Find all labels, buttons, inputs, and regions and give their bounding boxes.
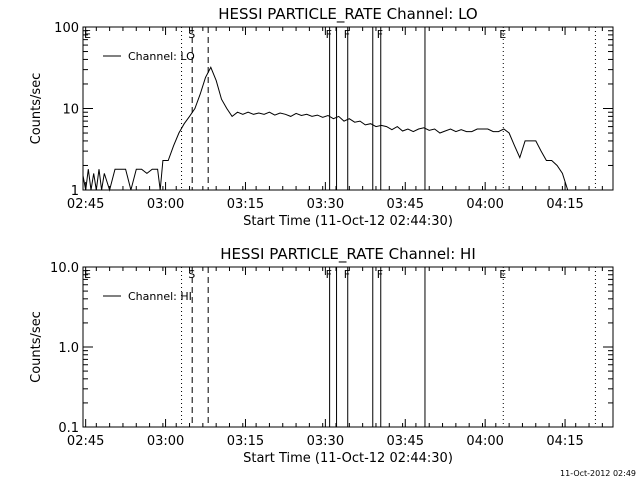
x-tick-label-1-2: 03:15 xyxy=(227,434,264,449)
event-flag-1-1: S xyxy=(188,268,195,281)
x-tick-label-1-6: 04:15 xyxy=(546,434,583,449)
event-flag-0-9: E xyxy=(499,28,506,41)
x-tick-label-1-5: 04:00 xyxy=(466,434,503,449)
event-flag-1-7: F xyxy=(377,268,383,281)
event-flag-1-3: F xyxy=(326,268,332,281)
y-tick-label-1-2: 10.0 xyxy=(50,261,79,276)
event-flag-0-1: S xyxy=(188,28,195,41)
event-flag-0-5: F xyxy=(344,28,350,41)
legend-label-1-0: Channel: HI xyxy=(128,290,192,303)
x-tick-label-0-1: 03:00 xyxy=(147,197,184,212)
x-tick-label-1-4: 03:45 xyxy=(387,434,424,449)
x-tick-label-0-4: 03:45 xyxy=(387,197,424,212)
edge-flag-0-0: E xyxy=(84,28,91,41)
timestamp-label: 11-Oct-2012 02:49 xyxy=(560,469,636,478)
y-axis-label-1: Counts/sec xyxy=(29,311,44,383)
y-tick-label-0-2: 100 xyxy=(54,21,79,36)
event-flag-0-3: F xyxy=(326,28,332,41)
event-flag-1-5: F xyxy=(344,268,350,281)
x-tick-label-0-2: 03:15 xyxy=(227,197,264,212)
chart-title-1: HESSI PARTICLE_RATE Channel: HI xyxy=(220,245,476,264)
series-line-0-0 xyxy=(82,66,569,192)
x-tick-label-0-3: 03:30 xyxy=(307,197,344,212)
x-axis-label-1: Start Time (11-Oct-12 02:44:30) xyxy=(243,451,453,466)
y-axis-label-0: Counts/sec xyxy=(29,73,44,145)
y-tick-label-0-1: 10 xyxy=(62,103,79,118)
x-tick-label-0-6: 04:15 xyxy=(546,197,583,212)
x-tick-label-1-0: 02:45 xyxy=(67,434,104,449)
y-tick-label-1-0: 0.1 xyxy=(58,421,79,436)
y-tick-label-1-1: 1.0 xyxy=(58,341,79,356)
event-flag-0-7: F xyxy=(377,28,383,41)
x-tick-label-1-3: 03:30 xyxy=(307,434,344,449)
edge-flag-1-0: E xyxy=(84,268,91,281)
legend-label-0-0: Channel: LO xyxy=(128,50,195,63)
x-tick-label-0-5: 04:00 xyxy=(466,197,503,212)
chart-title-0: HESSI PARTICLE_RATE Channel: LO xyxy=(218,5,477,24)
event-flag-1-9: E xyxy=(499,268,506,281)
x-axis-label-0: Start Time (11-Oct-12 02:44:30) xyxy=(243,214,453,229)
x-tick-label-1-1: 03:00 xyxy=(147,434,184,449)
x-tick-label-0-0: 02:45 xyxy=(67,197,104,212)
y-tick-label-0-0: 1 xyxy=(71,184,79,199)
